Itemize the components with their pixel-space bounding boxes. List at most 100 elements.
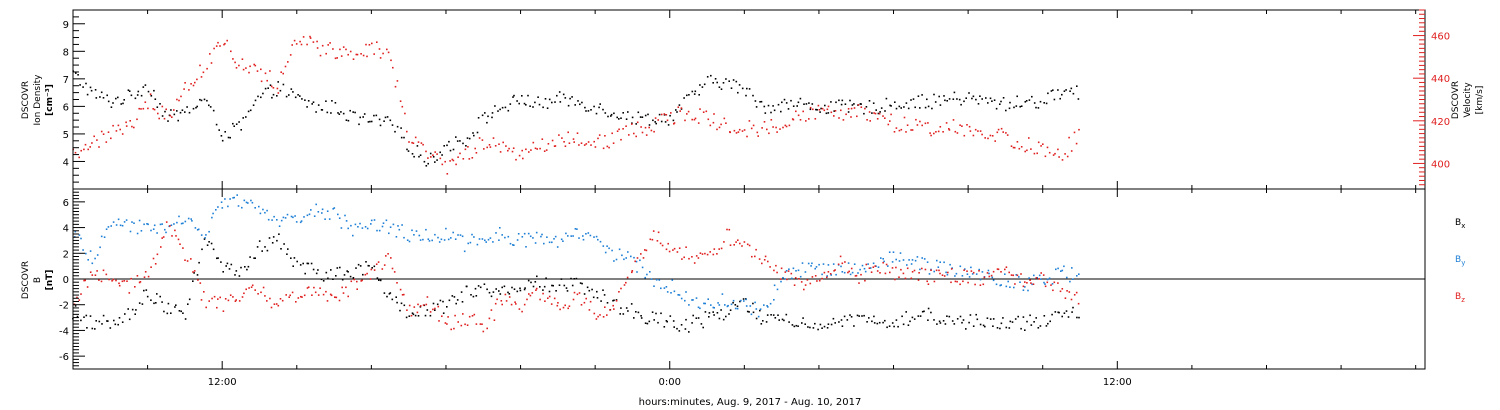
data-point (667, 124, 670, 126)
data-point (180, 95, 182, 98)
data-point (568, 305, 571, 307)
data-point (997, 268, 1000, 271)
data-point (673, 122, 676, 124)
data-point (285, 95, 288, 98)
data-point (641, 116, 644, 118)
data-point (1072, 92, 1075, 95)
data-point (644, 114, 647, 117)
data-point (895, 319, 898, 321)
data-point (982, 324, 985, 327)
data-point (142, 107, 145, 110)
data-point (288, 296, 290, 298)
data-point (907, 324, 910, 326)
data-point (1015, 105, 1018, 107)
data-point (112, 124, 114, 127)
data-point (764, 112, 767, 114)
data-point (1016, 274, 1019, 277)
data-point (96, 254, 99, 256)
data-point (513, 244, 515, 246)
data-point (784, 124, 787, 127)
data-point (192, 84, 195, 87)
data-point (821, 107, 824, 110)
data-point (760, 323, 763, 325)
data-point (688, 94, 690, 96)
data-point (439, 157, 442, 160)
data-point (517, 233, 520, 235)
data-point (640, 315, 642, 317)
data-point (96, 270, 98, 272)
data-point (501, 234, 503, 236)
data-point (182, 247, 184, 249)
data-point (1061, 315, 1063, 318)
data-point (98, 146, 100, 148)
data-point (425, 228, 427, 231)
data-point (87, 259, 89, 261)
data-point (1067, 316, 1070, 318)
data-point (692, 299, 694, 301)
data-point (490, 295, 493, 298)
data-point (260, 291, 262, 294)
data-point (156, 106, 159, 108)
data-point (732, 299, 735, 302)
data-point (595, 318, 598, 320)
data-point (773, 109, 776, 112)
data-point (801, 262, 804, 264)
data-point (953, 91, 956, 94)
data-point (509, 242, 512, 245)
data-point (945, 122, 948, 124)
data-point (588, 309, 591, 311)
data-point (955, 272, 958, 275)
data-point (138, 302, 141, 304)
data-point (724, 304, 726, 306)
data-point (876, 270, 879, 272)
data-point (107, 100, 110, 103)
data-point (536, 275, 538, 278)
data-point (872, 102, 875, 104)
data-point (562, 240, 564, 242)
data-point (80, 319, 82, 322)
data-point (101, 323, 103, 325)
data-point (197, 228, 200, 231)
data-point (642, 257, 645, 259)
data-point (850, 267, 853, 270)
data-point (304, 99, 306, 101)
data-point (654, 121, 656, 123)
data-point (1040, 278, 1042, 280)
data-point (366, 227, 369, 230)
data-point (972, 325, 975, 327)
data-point (166, 312, 169, 315)
data-point (563, 141, 565, 143)
data-series (72, 70, 1080, 167)
data-point (532, 141, 535, 144)
data-point (564, 304, 566, 307)
data-point (147, 90, 150, 93)
data-point (1048, 151, 1051, 154)
data-point (933, 93, 935, 96)
data-point (646, 273, 648, 276)
data-point (459, 152, 461, 155)
data-point (657, 321, 659, 324)
data-point (820, 107, 822, 110)
data-point (755, 106, 758, 108)
data-point (992, 325, 994, 327)
data-point (944, 99, 946, 102)
data-point (124, 313, 126, 315)
data-point (118, 284, 121, 287)
data-point (222, 271, 224, 273)
data-point (666, 320, 668, 323)
data-point (336, 57, 338, 59)
data-point (528, 151, 530, 153)
data-point (491, 116, 493, 119)
data-point (161, 105, 164, 108)
data-point (392, 66, 394, 69)
data-point (631, 116, 634, 119)
data-point (535, 287, 538, 290)
data-point (411, 229, 413, 232)
data-point (611, 249, 613, 252)
data-point (754, 255, 756, 258)
data-point (826, 275, 828, 277)
data-point (620, 117, 622, 119)
data-point (835, 273, 837, 276)
data-point (1054, 311, 1057, 313)
data-point (467, 146, 469, 148)
